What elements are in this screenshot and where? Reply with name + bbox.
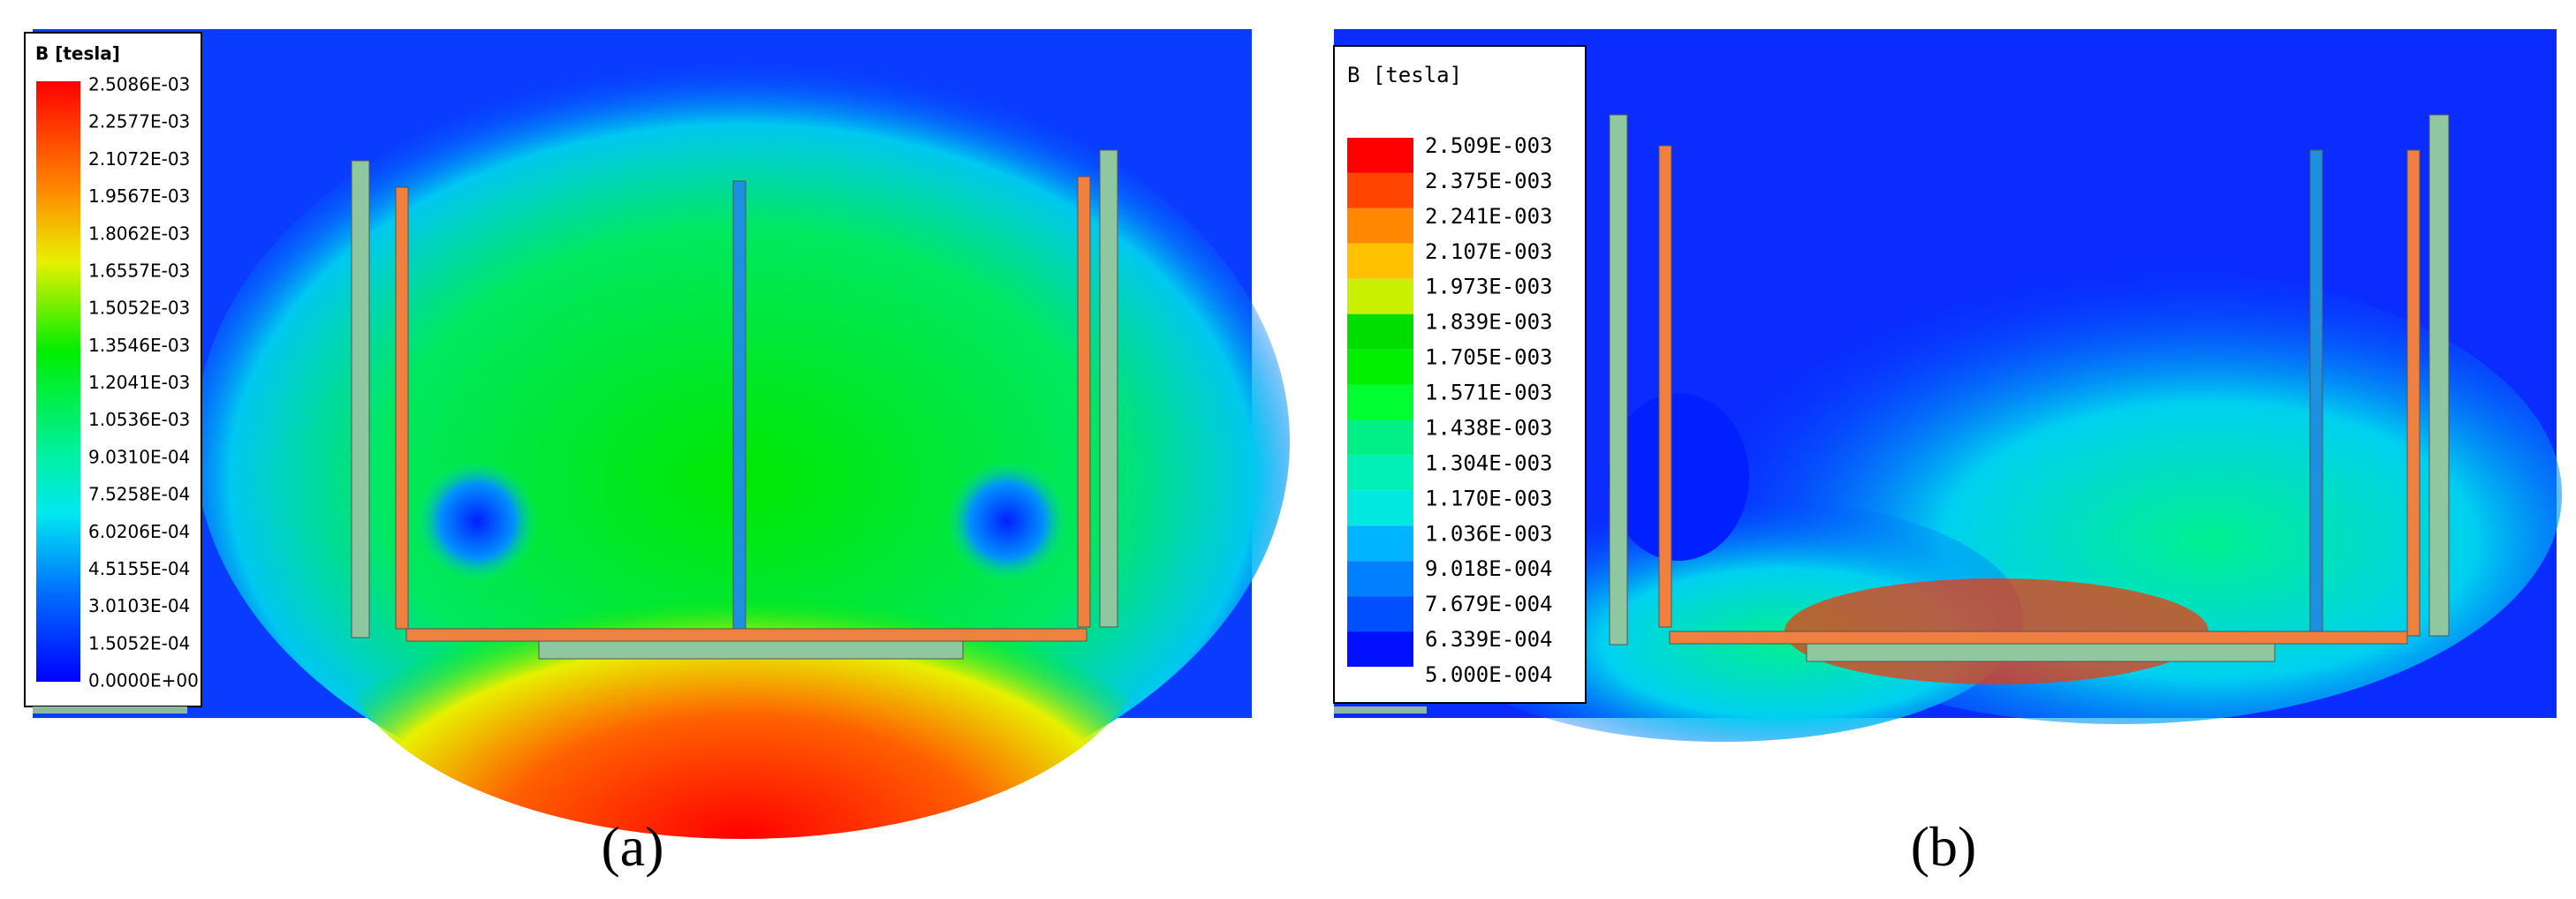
- legend-label: 7.5258E-04: [88, 484, 190, 505]
- legend-label: 1.0536E-03: [88, 409, 190, 430]
- legend-label: 1.973E-003: [1425, 275, 1553, 299]
- legend-label: 2.2577E-03: [88, 111, 190, 132]
- legend-label: 1.9567E-03: [88, 185, 190, 207]
- legend-swatch: [1347, 419, 1413, 456]
- field-plot-b: [1333, 29, 2562, 742]
- legend-label: 7.679E-004: [1425, 592, 1553, 616]
- legend-swatch: [1347, 596, 1413, 632]
- legend-swatch: [1347, 384, 1413, 420]
- legend-label: 1.6557E-03: [88, 260, 190, 281]
- legend-label: 2.509E-003: [1425, 133, 1553, 158]
- legend-label: 0.0000E+00: [88, 670, 199, 691]
- legend-label: 1.304E-003: [1425, 450, 1553, 475]
- legend-label: 1.8062E-03: [88, 223, 190, 244]
- legend-label: 1.705E-003: [1425, 345, 1553, 370]
- legend-label: 1.036E-003: [1425, 521, 1553, 546]
- legend-label: 9.018E-004: [1425, 556, 1553, 581]
- legend-swatch: [1347, 455, 1413, 491]
- legend-label: 1.2041E-03: [88, 372, 190, 393]
- legend-label: 1.3546E-03: [88, 335, 190, 356]
- field-plot-a: [24, 29, 1290, 839]
- legend-swatch: [1347, 525, 1413, 562]
- legend-label: 5.000E-004: [1425, 662, 1553, 687]
- legend-swatch: [1347, 243, 1413, 279]
- legend-label: 3.0103E-04: [88, 595, 190, 616]
- legend-label: 1.5052E-03: [88, 298, 190, 319]
- legend-swatch: [1347, 208, 1413, 244]
- legend-label: 2.1072E-03: [88, 148, 190, 170]
- legend-label: 1.438E-003: [1425, 415, 1553, 440]
- legend-label: 2.241E-003: [1425, 204, 1553, 229]
- legend-label: 1.5052E-04: [88, 632, 190, 653]
- legend-swatch: [1347, 561, 1413, 597]
- caption: (a): [601, 815, 663, 878]
- legend-swatch: [1347, 349, 1413, 385]
- legend-label: 1.571E-003: [1425, 381, 1553, 405]
- legend-swatch: [1347, 631, 1413, 667]
- legend-swatch: [1347, 314, 1413, 350]
- legend-label: 9.0310E-04: [88, 446, 190, 467]
- legend-title: B [tesla]: [35, 43, 120, 64]
- legend-swatch: [1347, 172, 1413, 208]
- legend-label: 1.170E-003: [1425, 486, 1553, 510]
- legend-swatch: [1347, 138, 1413, 173]
- legend-label: 2.375E-003: [1425, 169, 1553, 193]
- legend-swatch: [1347, 490, 1413, 526]
- legend-label: 1.839E-003: [1425, 310, 1553, 335]
- legend-label: 2.107E-003: [1425, 239, 1553, 264]
- legend-swatch: [1347, 278, 1413, 314]
- caption: (b): [1911, 815, 1977, 878]
- legend-label: 6.0206E-04: [88, 521, 190, 542]
- legend-title: B [tesla]: [1347, 63, 1462, 87]
- legend-label: 6.339E-004: [1425, 627, 1553, 652]
- legend-label: 4.5155E-04: [88, 558, 190, 579]
- legend-label: 2.5086E-03: [88, 74, 190, 95]
